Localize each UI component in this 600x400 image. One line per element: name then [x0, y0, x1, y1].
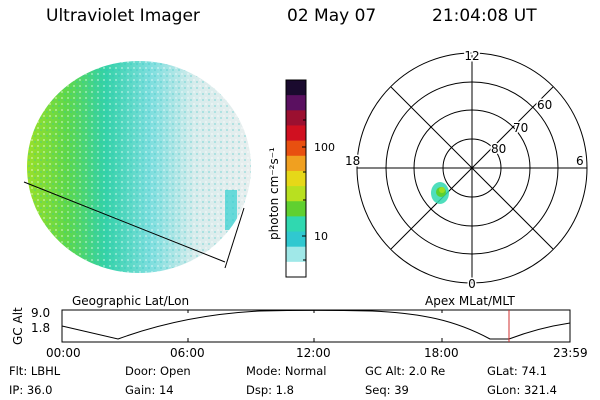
colorbar-band — [286, 261, 306, 278]
polar-label-18: 18 — [345, 154, 360, 168]
terminator-line — [23, 181, 226, 263]
info-gc-alt: GC Alt: 2.0 Re — [365, 364, 446, 378]
colorbar-unit-label: photon cm⁻²s⁻¹ — [267, 147, 281, 240]
time-label: 21:04:08 UT — [432, 6, 537, 26]
colorbar — [286, 80, 306, 278]
instrument-title: Ultraviolet Imager — [46, 6, 200, 26]
colorbar-band — [286, 155, 306, 172]
polar-label-0: 0 — [468, 277, 476, 291]
info-mode: Mode: Normal — [246, 364, 327, 378]
info-ip: IP: 36.0 — [9, 383, 53, 397]
info-glat: GLat: 74.1 — [487, 364, 548, 378]
colorbar-tick-100: 100 — [314, 141, 335, 154]
colorbar-band — [286, 80, 306, 96]
colorbar-band — [286, 216, 306, 233]
polar-ring-80: 80 — [491, 142, 506, 156]
colorbar-band — [286, 125, 306, 142]
polar-ring-60: 60 — [537, 98, 552, 112]
polar-label-6: 6 — [576, 154, 584, 168]
colorbar-tick-10: 10 — [314, 230, 328, 243]
info-glon: GLon: 321.4 — [487, 383, 557, 397]
timeline-left-title: Geographic Lat/Lon — [72, 294, 190, 308]
timeline-right-title: Apex MLat/MLT — [425, 294, 515, 308]
info-dsp: Dsp: 1.8 — [246, 383, 294, 397]
info-seq: Seq: 39 — [365, 383, 409, 397]
colorbar-band — [286, 170, 306, 187]
uv-image — [23, 61, 251, 273]
timeline-x-tick-0600: 06:00 — [170, 346, 205, 360]
colorbar-band — [286, 186, 306, 202]
timeline-x-tick-1200: 12:00 — [296, 346, 331, 360]
altitude-timeline — [61, 309, 571, 343]
timeline-y-tick-1-8: 1.8 — [31, 321, 51, 335]
polar-ring-70: 70 — [513, 121, 528, 135]
date-label: 02 May 07 — [287, 6, 377, 26]
colorbar-band — [286, 95, 306, 111]
polar-plot — [356, 52, 588, 284]
timeline-x-tick-2359: 23:59 — [553, 346, 588, 360]
polar-label-12: 12 — [464, 49, 479, 63]
altitude-curve — [61, 309, 571, 340]
timeline-x-tick-0000: 00:00 — [46, 346, 81, 360]
info-door: Door: Open — [125, 364, 191, 378]
timeline-y-label: GC Alt — [11, 307, 25, 345]
info-filter: Flt: LBHL — [9, 364, 61, 378]
colorbar-band — [286, 231, 306, 248]
colorbar-band — [286, 246, 306, 263]
colorbar-band — [286, 201, 306, 217]
timeline-x-tick-1800: 18:00 — [424, 346, 459, 360]
colorbar-band — [286, 140, 306, 157]
colorbar-band — [286, 110, 306, 127]
timeline-y-tick-9: 9.0 — [31, 306, 51, 320]
info-gain: Gain: 14 — [125, 383, 174, 397]
